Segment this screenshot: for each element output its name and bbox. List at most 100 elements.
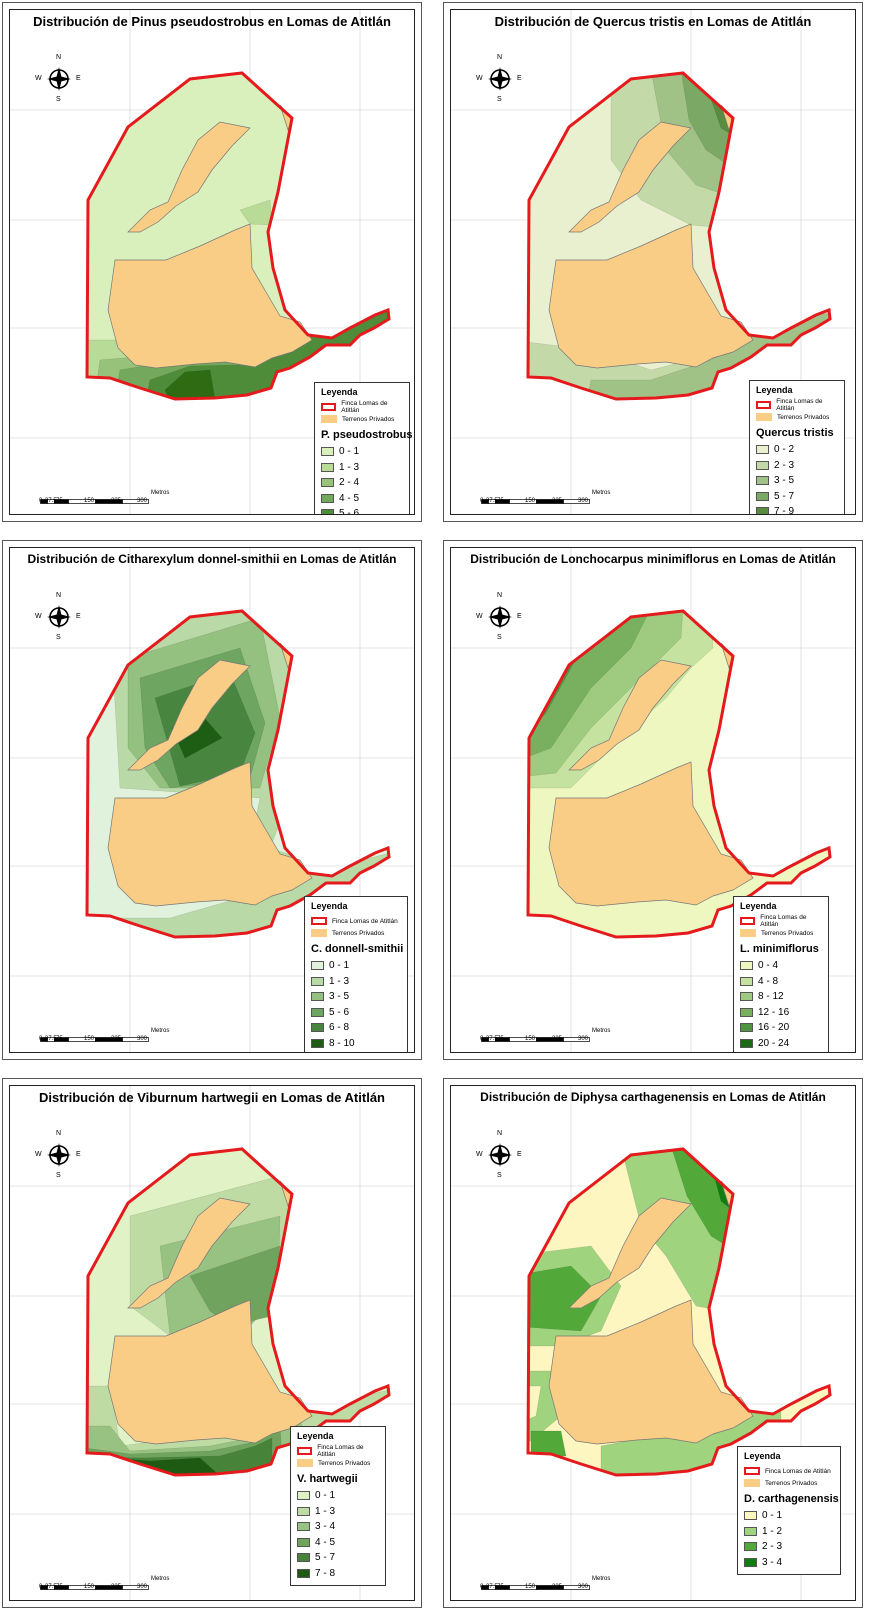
map-panel: Distribución de Pinus pseudostrobus en L… <box>2 2 422 522</box>
map-frame: Distribución de Lonchocarpus minimifloru… <box>450 547 856 1053</box>
legend-class-row: 5 - 7 <box>297 1550 379 1566</box>
legend-class-row: 1 - 3 <box>311 974 401 990</box>
compass-label-w: W <box>476 75 483 82</box>
legend-finca-label: Finca Lomas de Atitlán <box>776 398 823 412</box>
compass-label-e: E <box>76 613 81 620</box>
finca-boundary <box>526 71 832 401</box>
north-arrow-compass: N S E W <box>475 54 525 104</box>
legend-class-row: 3 - 5 <box>311 989 401 1005</box>
scale-tick-label: 150 <box>84 498 95 504</box>
scale-tick-label: 225 <box>552 498 563 504</box>
class-swatch <box>311 1038 324 1048</box>
map-frame: Distribución de Viburnum hartwegii en Lo… <box>9 1085 415 1601</box>
class-swatch <box>744 1526 757 1536</box>
legend-class-label: 2 - 3 <box>762 1541 783 1553</box>
private-land-parcel <box>127 121 251 233</box>
legend-class-label: 0 - 4 <box>758 960 779 972</box>
scale-unit: Metros <box>592 1576 611 1582</box>
legend-class-label: 4 - 8 <box>758 975 779 987</box>
legend-class-label: 3 - 4 <box>762 1556 783 1568</box>
scale-tick-label: 37.5 <box>486 1036 498 1042</box>
scale-unit: Metros <box>151 490 170 496</box>
legend-class-row: 12 - 16 <box>740 1005 822 1021</box>
legend-class-row: 2 - 3 <box>756 458 838 474</box>
map-title: Distribución de Pinus pseudostrobus en L… <box>33 14 391 29</box>
class-swatch <box>756 460 769 470</box>
private-land-swatch <box>321 415 337 423</box>
legend-class-label: 5 - 6 <box>329 1006 350 1018</box>
private-land-swatch <box>740 929 756 937</box>
legend-class-label: 5 - 7 <box>774 490 795 502</box>
class-swatch <box>740 992 753 1002</box>
density-zone <box>528 1265 602 1332</box>
compass-label-w: W <box>476 1151 483 1158</box>
class-swatch <box>297 1491 310 1501</box>
scale-bar: Metros 0 37.5 75 150 225 300 <box>480 1028 610 1048</box>
legend-private-label: Terrenos Privados <box>332 929 385 937</box>
private-land-swatch <box>311 929 327 937</box>
private-land-parcel <box>568 121 692 233</box>
private-land-swatch <box>756 413 772 421</box>
scale-unit: Metros <box>151 1028 170 1034</box>
finca-swatch <box>321 403 337 411</box>
map-panel: Distribución de Lonchocarpus minimifloru… <box>443 540 863 1060</box>
north-arrow-compass: N S E W <box>34 592 84 642</box>
legend-finca-label: Finca Lomas de Atitlán <box>317 1444 364 1458</box>
legend-class-row: 3 - 4 <box>744 1555 834 1571</box>
legend-private-label: Terrenos Privados <box>761 929 814 937</box>
legend-private-row: Terrenos Privados <box>297 1457 379 1469</box>
scale-tick-label: 150 <box>525 498 536 504</box>
map-panel: Distribución de Citharexylum donnel-smit… <box>2 540 422 1060</box>
private-land-parcel <box>548 761 754 907</box>
scale-bar: Metros 0 37.5 75 150 225 300 <box>39 490 169 510</box>
density-zone <box>164 369 216 399</box>
legend-class-row: 0 - 1 <box>297 1488 379 1504</box>
map-title: Distribución de Citharexylum donnel-smit… <box>27 552 397 566</box>
class-swatch <box>297 1506 310 1516</box>
north-arrow-compass: N S E W <box>475 592 525 642</box>
legend-private-row: Terrenos Privados <box>740 927 822 939</box>
legend-class-label: 4 - 5 <box>339 492 360 504</box>
legend-finca-row: Finca Lomas de Atitlán <box>297 1444 379 1458</box>
legend-class-label: 1 - 3 <box>329 975 350 987</box>
legend-heading: Leyenda <box>321 387 358 397</box>
density-zone <box>530 1430 567 1459</box>
scale-tick-label: 37.5 <box>45 1584 57 1590</box>
private-land-parcel <box>107 223 313 369</box>
scale-tick-label: 225 <box>552 1036 563 1042</box>
class-swatch <box>297 1553 310 1563</box>
class-swatch <box>740 1038 753 1048</box>
legend-finca-row: Finca Lomas de Atitlán <box>311 915 401 927</box>
compass-label-s: S <box>497 1172 502 1179</box>
legend-class-row: 2 - 3 <box>744 1539 834 1555</box>
class-swatch <box>740 1023 753 1033</box>
legend-species-label: Quercus tristis <box>756 427 834 439</box>
map-canvas <box>451 1086 855 1600</box>
private-land-swatch <box>744 1479 760 1487</box>
legend-finca-row: Finca Lomas de Atitlán <box>740 914 822 928</box>
class-swatch <box>321 462 334 472</box>
scale-tick-label: 225 <box>111 1036 122 1042</box>
scale-tick-label: 75 <box>497 1584 504 1590</box>
scale-tick-label: 0 <box>39 1036 43 1042</box>
legend-class-label: 1 - 2 <box>762 1525 783 1537</box>
legend-private-label: Terrenos Privados <box>765 1479 818 1487</box>
class-swatch <box>756 507 769 514</box>
scale-unit: Metros <box>592 490 611 496</box>
legend-finca-row: Finca Lomas de Atitlán <box>756 398 838 412</box>
compass-label-w: W <box>35 75 42 82</box>
scale-unit: Metros <box>151 1576 170 1582</box>
scale-bar: Metros 0 37.5 75 150 225 300 <box>480 1576 610 1596</box>
legend-class-label: 6 - 8 <box>329 1022 350 1034</box>
legend-class-label: 2 - 4 <box>339 477 360 489</box>
north-arrow-compass: N S E W <box>34 54 84 104</box>
map-frame: Distribución de Quercus tristis en Lomas… <box>450 9 856 515</box>
legend-class-row: 2 - 4 <box>321 475 403 491</box>
legend-species-label: L. minimiflorus <box>740 943 819 955</box>
legend-class-row: 3 - 4 <box>297 1519 379 1535</box>
scale-tick-label: 37.5 <box>486 498 498 504</box>
legend-class-label: 4 - 5 <box>315 1536 336 1548</box>
map-legend: Leyenda Finca Lomas de Atitlán Terrenos Pr… <box>314 382 412 514</box>
class-swatch <box>321 509 334 514</box>
legend-class-label: 7 - 8 <box>315 1567 336 1579</box>
